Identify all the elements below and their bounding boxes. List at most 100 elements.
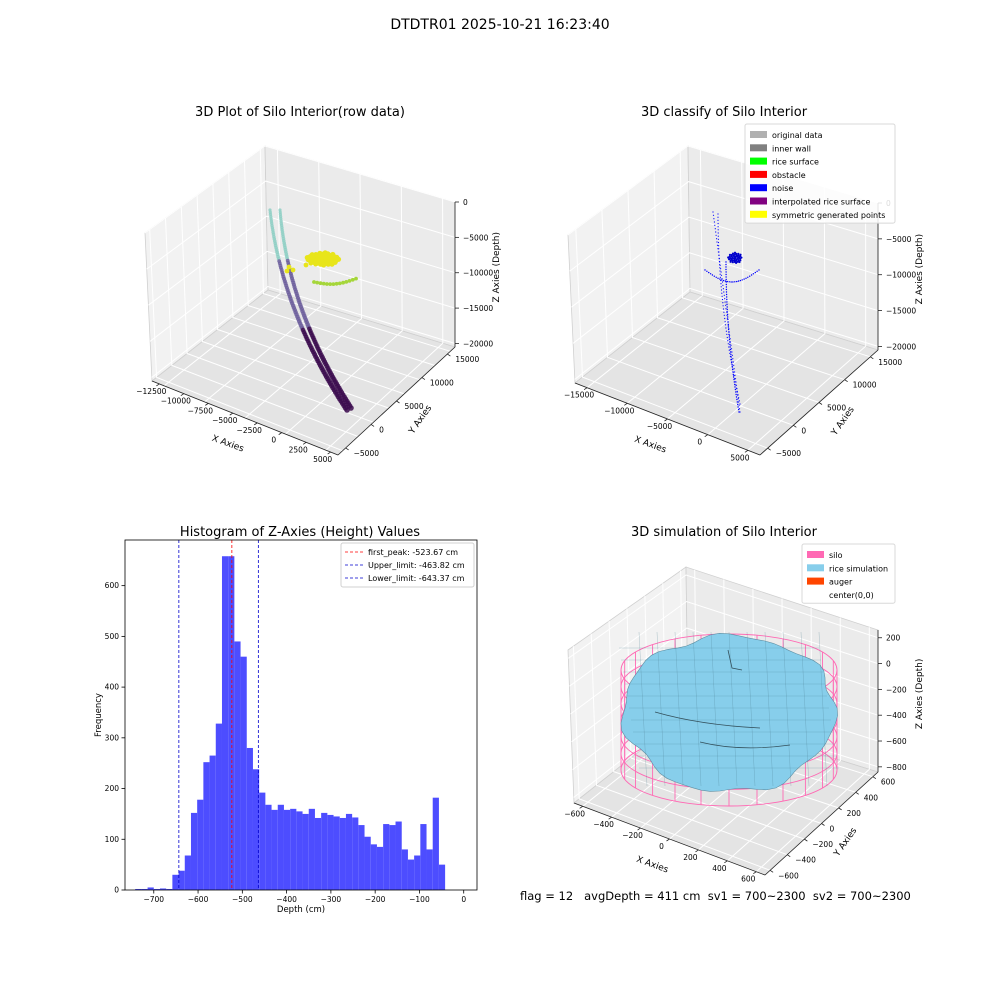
chart2-legend-swatch — [750, 170, 767, 178]
chart1-point — [325, 282, 329, 286]
chart2-point — [717, 216, 719, 218]
histogram-legend — [340, 542, 475, 588]
chart4-legend-label: center(0,0) — [829, 591, 874, 600]
chart4-legend-swatch — [807, 577, 824, 585]
chart2-point — [729, 341, 732, 343]
chart2-point — [737, 408, 740, 411]
chart2-point — [731, 351, 733, 353]
chart2-x-tick — [664, 418, 668, 422]
chart2-x-tick — [744, 449, 749, 453]
chart1-point — [337, 281, 342, 286]
chart2-point — [726, 311, 729, 313]
histogram-bar — [290, 808, 297, 890]
chart2-point — [730, 359, 732, 361]
chart2-point — [727, 321, 729, 323]
histogram-bar — [345, 813, 353, 890]
chart2-point — [737, 252, 740, 255]
histogram-bar — [153, 888, 160, 890]
chart1-point — [286, 264, 292, 270]
chart2-point — [737, 406, 739, 408]
rice-mesh-line — [710, 631, 720, 787]
chart2-point — [723, 314, 725, 316]
chart1-x-tick-label: −10000 — [161, 397, 191, 406]
chart2-point — [756, 270, 758, 272]
chart2-point — [733, 374, 735, 377]
chart2-x-tick — [624, 403, 628, 406]
chart2-point — [728, 328, 730, 330]
histogram-frame — [124, 539, 478, 891]
chart2-point — [718, 251, 720, 253]
chart2-point — [721, 278, 723, 280]
chart2-point — [732, 371, 734, 373]
histogram-legend-label: Lower_limit: -643.37 cm — [368, 574, 465, 583]
chart2-grid-y — [626, 162, 744, 404]
histogram-bar — [302, 813, 309, 890]
chart4-y-tick — [855, 791, 859, 795]
chart2-point — [727, 326, 730, 328]
chart2-point — [711, 274, 714, 276]
chart2-point — [735, 261, 738, 264]
chart1-grid-x — [165, 218, 359, 437]
chart4-x-tick — [637, 827, 641, 831]
chart2-point — [739, 259, 742, 262]
chart2-point — [732, 376, 735, 378]
auger-shadow — [727, 649, 743, 671]
chart1-point — [331, 282, 336, 286]
chart2-point — [731, 366, 734, 368]
chart2-z-tick-label: −20000 — [886, 342, 916, 351]
histogram-bar — [327, 814, 334, 890]
chart4-x-tick — [753, 871, 757, 875]
chart2-point — [739, 279, 742, 282]
chart2-point — [728, 349, 730, 351]
chart3-histogram: −700 −600 −500 −400 −300 −200 −100 0 0 100 200 300 4… — [94, 539, 478, 915]
chart4-grid-z — [568, 574, 879, 659]
chart2-legend-swatch — [750, 157, 767, 165]
chart1-point — [335, 256, 342, 262]
chart1-y-tick-label: 15000 — [455, 355, 479, 364]
rice-mesh-line — [800, 631, 810, 787]
chart2-point — [723, 311, 725, 313]
chart2-legend-label: original data — [772, 131, 823, 140]
chart1-y-tick — [421, 377, 426, 380]
chart2-point — [733, 251, 737, 254]
chart2-point — [725, 308, 727, 310]
histogram-bar — [352, 817, 359, 890]
rice-mesh-line — [764, 631, 774, 787]
histogram-bar — [209, 755, 216, 890]
histogram-bar — [407, 859, 415, 890]
histogram-bar — [271, 809, 278, 890]
histogram-bar — [252, 769, 260, 890]
histogram-bar — [370, 844, 377, 890]
histogram-y-tick-label: 600 — [105, 581, 120, 590]
chart2-grid-y — [747, 199, 867, 451]
chart2-axes-3d: −15000 −10000 −5000 0 5000 −5000 0 5000 10000 150… — [564, 123, 925, 462]
chart2-point — [730, 362, 733, 364]
chart2-point — [717, 241, 720, 244]
chart2-point — [726, 308, 728, 311]
histogram-bar — [190, 812, 198, 890]
chart2-point — [736, 280, 738, 283]
chart2-point — [726, 280, 728, 283]
chart2-point — [717, 219, 719, 221]
histogram-bar — [221, 556, 229, 890]
histogram-bar — [364, 836, 371, 890]
chart2-point — [719, 270, 721, 272]
chart2-grid-y — [707, 186, 826, 436]
chart2-point — [729, 352, 731, 354]
chart4-x-tick-label: 200 — [683, 853, 698, 862]
chart2-x-tick-label: −10000 — [604, 406, 634, 415]
histogram-bar — [401, 849, 408, 890]
chart2-point — [725, 293, 728, 296]
chart1-grid-x — [244, 160, 436, 366]
chart2-point — [725, 283, 727, 286]
chart2-y-tick-label: 15000 — [878, 358, 902, 367]
chart2-point — [718, 245, 720, 247]
chart2-x-tick — [583, 387, 588, 391]
histogram-bar — [438, 864, 446, 890]
chart1-point — [308, 259, 314, 265]
chart1-y-tick-label: 0 — [379, 425, 384, 434]
chart1-grid-y — [285, 186, 403, 435]
chart4-x-tick-label: −400 — [593, 820, 614, 829]
chart2-point — [717, 238, 720, 240]
chart1-x-tick-label: 5000 — [313, 455, 332, 464]
